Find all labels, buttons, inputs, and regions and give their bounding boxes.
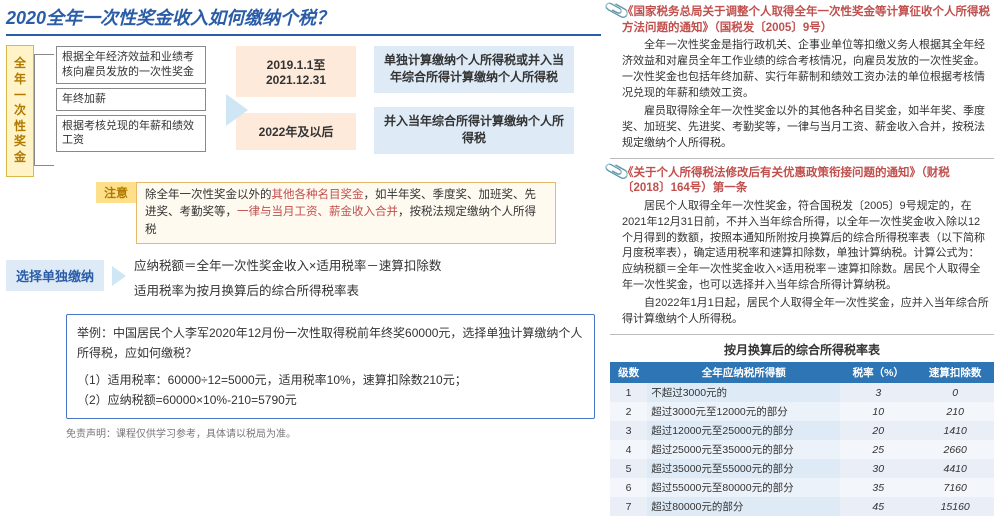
- cell-deduct: 2660: [916, 440, 994, 459]
- table-row: 7超过80000元的部分4515160: [610, 497, 994, 516]
- table-row: 1不超过3000元的30: [610, 383, 994, 402]
- doc2-title: 《关于个人所得税法修改后有关优惠政策衔接问题的通知》（财税〔2018〕164号）…: [622, 166, 990, 197]
- results: 单独计算缴纳个人所得税或并入当年综合所得计算缴纳个人所得税 并入当年综合所得计算…: [374, 46, 574, 168]
- def-a: 根据全年经济效益和业绩考核向雇员发放的一次性奖金: [56, 46, 206, 84]
- arrow-icon: [226, 94, 248, 126]
- cell-deduct: 210: [916, 402, 994, 421]
- choice-tag: 选择单独缴纳: [6, 260, 104, 291]
- cell-deduct: 4410: [916, 459, 994, 478]
- cell-level: 4: [610, 440, 647, 459]
- cell-desc: 超过25000元至35000元的部分: [647, 440, 840, 459]
- example-q: 举例：中国居民个人李军2020年12月份一次性取得税前年终奖60000元，选择单…: [77, 323, 584, 364]
- bracket-icon: [34, 54, 54, 166]
- cell-level: 6: [610, 478, 647, 497]
- cell-deduct: 15160: [916, 497, 994, 516]
- arrow-icon: [112, 266, 126, 286]
- note-red1: 其他各种名目奖金: [272, 189, 364, 201]
- page-title: 2020全年一次性奖金收入如何缴纳个税？: [6, 4, 601, 36]
- cell-desc: 超过35000元至55000元的部分: [647, 459, 840, 478]
- note-text: 除全年一次性奖金以外的其他各种名目奖金，如半年奖、季度奖、加班奖、先进奖、考勤奖…: [136, 182, 556, 244]
- cell-deduct: 1410: [916, 421, 994, 440]
- table-row: 5超过35000元至55000元的部分304410: [610, 459, 994, 478]
- cell-desc: 超过80000元的部分: [647, 497, 840, 516]
- cell-deduct: 7160: [916, 478, 994, 497]
- example-box: 举例：中国居民个人李军2020年12月份一次性取得税前年终奖60000元，选择单…: [66, 314, 595, 420]
- doc2-p1: 居民个人取得全年一次性奖金，符合国税发〔2005〕9号规定的，在2021年12月…: [622, 199, 990, 295]
- note-red2: 一律与当月工资、薪金收入合并: [237, 206, 398, 218]
- cell-level: 3: [610, 421, 647, 440]
- doc1-title: 《国家税务总局关于调整个人取得全年一次性奖金等计算征收个人所得税方法问题的通知》…: [622, 5, 990, 36]
- th-level: 级数: [610, 362, 647, 383]
- th-deduct: 速算扣除数: [916, 362, 994, 383]
- cell-deduct: 0: [916, 383, 994, 402]
- table-row: 3超过12000元至25000元的部分201410: [610, 421, 994, 440]
- right-column: 📎 《国家税务总局关于调整个人取得全年一次性奖金等计算征收个人所得税方法问题的通…: [610, 4, 994, 516]
- th-desc: 全年应纳税所得额: [647, 362, 840, 383]
- example-l2: （2）应纳税额=60000×10%-210=5790元: [77, 390, 584, 410]
- cell-desc: 超过3000元至12000元的部分: [647, 402, 840, 421]
- result-a: 单独计算缴纳个人所得税或并入当年综合所得计算缴纳个人所得税: [374, 46, 574, 93]
- cell-level: 1: [610, 383, 647, 402]
- note-tag: 注意: [96, 182, 136, 203]
- cell-rate: 30: [840, 459, 916, 478]
- formula-a: 应纳税额＝全年一次性奖金收入×适用税率－速算扣除数: [134, 254, 441, 279]
- result-b: 并入当年综合所得计算缴纳个人所得税: [374, 107, 574, 154]
- cell-rate: 35: [840, 478, 916, 497]
- cell-rate: 25: [840, 440, 916, 459]
- rate-table: 级数 全年应纳税所得额 税率（%） 速算扣除数 1不超过3000元的302超过3…: [610, 362, 994, 516]
- cell-rate: 45: [840, 497, 916, 516]
- example-l1: （1）适用税率：60000÷12=5000元，适用税率10%，速算扣除数210元…: [77, 370, 584, 390]
- cell-desc: 超过12000元至25000元的部分: [647, 421, 840, 440]
- cell-desc: 不超过3000元的: [647, 383, 840, 402]
- th-rate: 税率（%）: [840, 362, 916, 383]
- cell-level: 7: [610, 497, 647, 516]
- cell-level: 5: [610, 459, 647, 478]
- concept-row: 全年一次性奖金 根据全年经济效益和业绩考核向雇员发放的一次性奖金 年终加薪 根据…: [6, 46, 601, 176]
- disclaimer: 免责声明：课程仅供学习参考，具体请以税局为准。: [66, 425, 601, 440]
- definitions: 根据全年经济效益和业绩考核向雇员发放的一次性奖金 年终加薪 根据考核兑现的年薪和…: [56, 46, 206, 156]
- table-row: 6超过55000元至80000元的部分357160: [610, 478, 994, 497]
- periods: 2019.1.1至2021.12.31 2022年及以后: [236, 46, 356, 166]
- cell-rate: 10: [840, 402, 916, 421]
- doc2: 📎 《关于个人所得税法修改后有关优惠政策衔接问题的通知》（财税〔2018〕164…: [610, 165, 994, 336]
- bonus-tag: 全年一次性奖金: [6, 45, 34, 176]
- cell-rate: 3: [840, 383, 916, 402]
- table-row: 4超过25000元至35000元的部分252660: [610, 440, 994, 459]
- table-row: 2超过3000元至12000元的部分10210: [610, 402, 994, 421]
- doc1-p2: 雇员取得除全年一次性奖金以外的其他各种名目奖金，如半年奖、季度奖、加班奖、先进奖…: [622, 104, 990, 152]
- doc1-p1: 全年一次性奖金是指行政机关、企事业单位等扣缴义务人根据其全年经济效益和对雇员全年…: [622, 38, 990, 102]
- rate-table-title: 按月换算后的综合所得税率表: [610, 341, 994, 358]
- cell-desc: 超过55000元至80000元的部分: [647, 478, 840, 497]
- left-column: 2020全年一次性奖金收入如何缴纳个税？ 全年一次性奖金 根据全年经济效益和业绩…: [6, 4, 601, 440]
- period-a: 2019.1.1至2021.12.31: [236, 46, 356, 97]
- formula-b: 适用税率为按月换算后的综合所得税率表: [134, 279, 441, 304]
- cell-rate: 20: [840, 421, 916, 440]
- def-c: 根据考核兑现的年薪和绩效工资: [56, 115, 206, 153]
- doc2-p2: 自2022年1月1日起，居民个人取得全年一次性奖金，应并入当年综合所得计算缴纳个…: [622, 296, 990, 328]
- period-b: 2022年及以后: [236, 113, 356, 150]
- note-pre: 除全年一次性奖金以外的: [145, 189, 272, 201]
- doc1: 📎 《国家税务总局关于调整个人取得全年一次性奖金等计算征收个人所得税方法问题的通…: [610, 4, 994, 159]
- note-row: 注意 除全年一次性奖金以外的其他各种名目奖金，如半年奖、季度奖、加班奖、先进奖、…: [96, 182, 601, 244]
- formula-block: 应纳税额＝全年一次性奖金收入×适用税率－速算扣除数 适用税率为按月换算后的综合所…: [134, 254, 441, 304]
- cell-level: 2: [610, 402, 647, 421]
- def-b: 年终加薪: [56, 88, 206, 111]
- choice-row: 选择单独缴纳 应纳税额＝全年一次性奖金收入×适用税率－速算扣除数 适用税率为按月…: [6, 254, 601, 304]
